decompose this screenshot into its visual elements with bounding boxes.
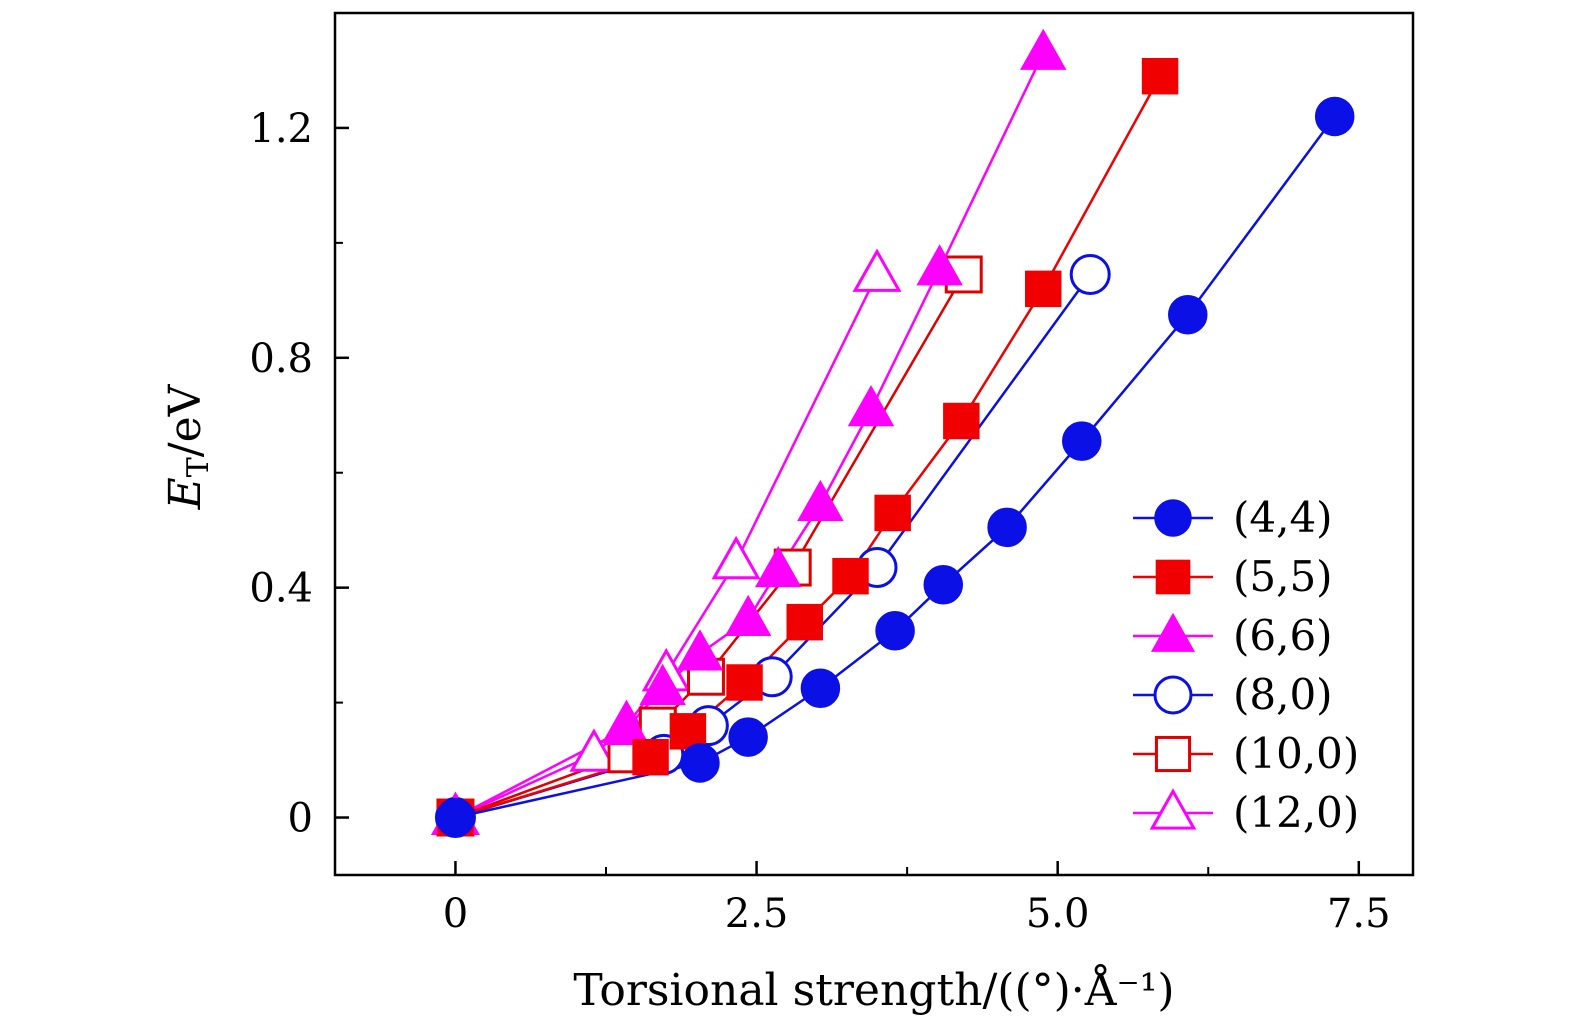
legend: (4,4) (5,5) (6,6) (8,0) (10,0) (12,0): [1133, 493, 1359, 837]
data-point: [680, 743, 720, 783]
data-point: [874, 494, 911, 532]
y-axis-title-main: E: [160, 477, 211, 510]
data-point: [1314, 96, 1355, 137]
data-point: [639, 663, 686, 705]
data-point: [435, 797, 476, 838]
x-tick-label: 5.0: [1026, 891, 1090, 937]
x-tick-label: 2.5: [725, 891, 789, 937]
y-axis-title-unit: /eV: [160, 383, 211, 457]
data-point: [676, 629, 724, 671]
legend-marker: [1155, 559, 1191, 595]
legend-label: (6,6): [1233, 611, 1333, 660]
data-point: [1168, 294, 1208, 335]
data-point: [1024, 270, 1062, 308]
y-axis-title-sub: T: [181, 457, 216, 477]
data-point: [1019, 28, 1067, 70]
legend-label: (4,4): [1233, 493, 1333, 542]
data-point: [916, 244, 963, 286]
legend-marker: [1149, 788, 1197, 830]
y-tick-label: 0.8: [249, 336, 313, 382]
y-tick-label: 1.2: [249, 106, 313, 152]
y-tick-label: 0.4: [249, 566, 313, 612]
data-point: [875, 611, 915, 651]
x-axis-title: Torsional strength/((°)·Å⁻¹): [573, 963, 1174, 1016]
legend-label: (8,0): [1233, 670, 1333, 719]
data-point: [832, 557, 869, 595]
legend-label: (12,0): [1233, 788, 1359, 837]
data-point: [1069, 253, 1111, 295]
series-line: [455, 115, 1336, 819]
data-point: [987, 507, 1027, 548]
data-point: [923, 565, 964, 605]
data-point: [632, 738, 669, 776]
legend-marker: [1153, 675, 1193, 715]
data-point: [724, 594, 772, 636]
data-point: [728, 717, 768, 757]
legend-label: (10,0): [1233, 729, 1359, 778]
legend-marker: [1154, 499, 1192, 537]
data-point: [569, 728, 619, 772]
series-line: [455, 75, 1162, 819]
axis-ticks: 0 2.5 5.0 7.5 0 0.4 0.8 1.2: [249, 106, 1390, 937]
data-point: [797, 479, 844, 522]
y-tick-label: 0: [288, 796, 313, 842]
y-axis-title: ET/eV: [160, 383, 216, 510]
legend-label: (5,5): [1233, 552, 1333, 601]
data-point: [1141, 57, 1179, 95]
data-point: [852, 248, 902, 292]
data-point: [726, 664, 763, 701]
legend-marker: [1150, 612, 1196, 652]
plot-frame: [333, 11, 1415, 877]
data-point: [1062, 421, 1102, 461]
legend-marker: [1154, 735, 1192, 773]
series-layer: [430, 28, 1355, 839]
plot-border: [333, 11, 1415, 877]
series-line: [455, 273, 1092, 819]
x-tick-label: 7.5: [1327, 891, 1391, 937]
data-point: [847, 385, 895, 427]
data-point: [800, 668, 841, 708]
data-point: [711, 535, 761, 580]
data-point: [603, 703, 650, 746]
data-point: [943, 402, 980, 440]
data-point: [786, 603, 823, 641]
x-tick-label: 0: [443, 891, 468, 937]
data-point: [755, 545, 802, 588]
